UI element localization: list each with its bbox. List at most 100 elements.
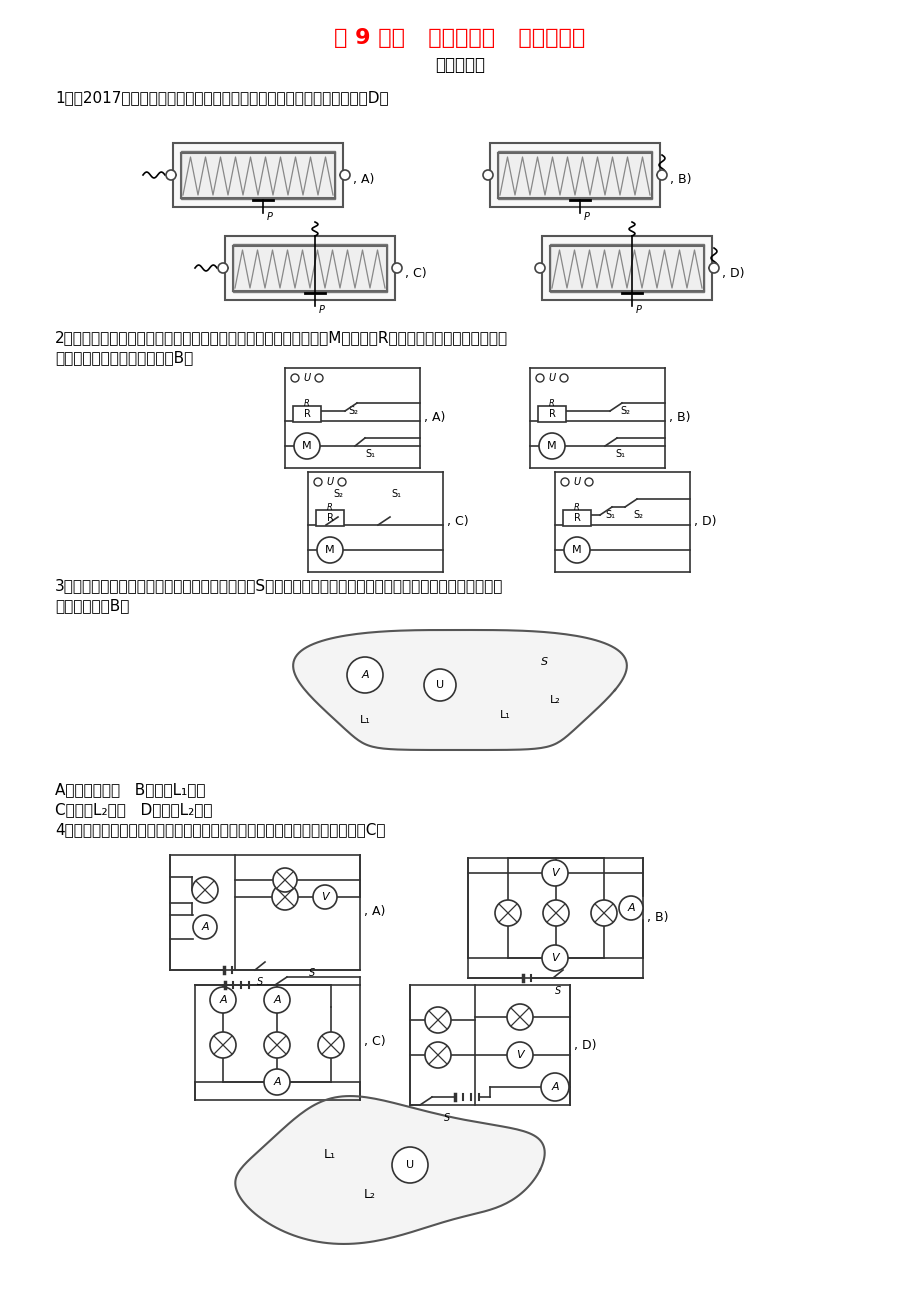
Circle shape: [539, 433, 564, 459]
Circle shape: [337, 478, 346, 486]
Circle shape: [391, 1147, 427, 1183]
Text: U: U: [548, 373, 555, 383]
Bar: [315, 509, 344, 526]
Circle shape: [536, 374, 543, 382]
Text: , D): , D): [573, 1038, 596, 1052]
Text: R: R: [549, 399, 554, 408]
Text: A: A: [273, 1078, 280, 1087]
Circle shape: [542, 900, 568, 926]
Text: , B): , B): [669, 173, 691, 186]
Text: 故障可能是（B）: 故障可能是（B）: [55, 598, 130, 612]
Text: A: A: [201, 923, 209, 932]
Circle shape: [340, 169, 349, 180]
Circle shape: [193, 915, 217, 939]
Text: S: S: [256, 977, 263, 986]
Text: S₁: S₁: [605, 509, 614, 520]
Text: , B): , B): [646, 912, 668, 925]
Text: L₂: L₂: [364, 1188, 376, 1201]
Circle shape: [391, 263, 402, 274]
Text: , A): , A): [364, 906, 385, 919]
Circle shape: [425, 1042, 450, 1068]
Text: U: U: [405, 1160, 414, 1170]
Circle shape: [563, 537, 589, 563]
Text: S₁: S₁: [614, 450, 624, 459]
Text: M: M: [547, 440, 556, 451]
Text: , C): , C): [364, 1036, 385, 1049]
Text: S₂: S₂: [347, 407, 357, 416]
Text: A: A: [361, 670, 369, 680]
Text: M: M: [324, 545, 335, 555]
Circle shape: [535, 263, 544, 274]
Text: R: R: [326, 513, 333, 523]
Text: U: U: [303, 373, 311, 383]
Text: A: A: [273, 995, 280, 1005]
Bar: [538, 407, 565, 422]
Circle shape: [709, 263, 719, 274]
Text: S: S: [554, 986, 561, 995]
Circle shape: [317, 537, 343, 563]
Text: P: P: [584, 212, 589, 222]
Circle shape: [590, 900, 617, 926]
Text: 1．（2017北京中考模拟）下列图中，滑动变阻器的接线方法正确的是（D）: 1．（2017北京中考模拟）下列图中，滑动变阻器的接线方法正确的是（D）: [55, 90, 388, 106]
Text: U: U: [436, 680, 444, 691]
Text: R: R: [573, 513, 580, 523]
Text: S: S: [541, 657, 548, 667]
Text: V: V: [321, 893, 328, 902]
Text: R: R: [327, 503, 333, 512]
Bar: [233, 244, 387, 292]
Text: R: R: [573, 503, 579, 512]
Circle shape: [264, 1068, 289, 1095]
Text: A: A: [219, 995, 227, 1005]
Text: V: V: [516, 1050, 523, 1061]
Circle shape: [192, 877, 218, 903]
Text: , A): , A): [353, 173, 374, 186]
Circle shape: [560, 374, 567, 382]
Circle shape: [561, 478, 568, 486]
Circle shape: [541, 860, 567, 886]
Text: 分各自独立工作的电路图是（B）: 分各自独立工作的电路图是（B）: [55, 351, 193, 365]
Bar: [292, 407, 321, 422]
Text: 3．（临沂中考）在如图所示的电路中，闭合开关S后，两灯都不亮，电压表有示数，电流表无示数，则该电路: 3．（临沂中考）在如图所示的电路中，闭合开关S后，两灯都不亮，电压表有示数，电流…: [55, 579, 503, 593]
Circle shape: [541, 945, 567, 971]
Circle shape: [294, 433, 320, 459]
Text: M: M: [301, 440, 312, 451]
Text: L₁: L₁: [323, 1148, 335, 1161]
Circle shape: [346, 657, 382, 693]
Text: 2．（重庆中考）某型号家用全自动豆浆机，可以把它简化为电动机M和加热管R两部分，在图中能实现这两部: 2．（重庆中考）某型号家用全自动豆浆机，可以把它简化为电动机M和加热管R两部分，…: [55, 330, 507, 345]
Circle shape: [264, 986, 289, 1012]
Text: 一、选择题: 一、选择题: [435, 56, 484, 74]
Text: S₂: S₂: [619, 407, 630, 416]
Text: S₂: S₂: [333, 489, 343, 499]
Text: S: S: [309, 968, 315, 979]
Circle shape: [424, 668, 456, 701]
Circle shape: [210, 986, 236, 1012]
Text: P: P: [635, 305, 641, 315]
Polygon shape: [293, 629, 626, 751]
Bar: [490, 143, 659, 207]
Circle shape: [312, 885, 336, 909]
Circle shape: [218, 263, 228, 274]
Bar: [173, 143, 343, 207]
Circle shape: [482, 169, 493, 180]
Text: S₂: S₂: [632, 509, 642, 520]
Circle shape: [318, 1032, 344, 1058]
Text: A: A: [627, 903, 634, 913]
Circle shape: [314, 374, 323, 382]
Text: , C): , C): [404, 267, 426, 280]
Text: C．灯泡L₂短路   D．灯泡L₂开路: C．灯泡L₂短路 D．灯泡L₂开路: [55, 803, 212, 817]
Text: S₁: S₁: [365, 450, 375, 459]
Text: , C): , C): [447, 516, 468, 529]
Circle shape: [656, 169, 666, 180]
Circle shape: [584, 478, 593, 486]
Text: 第 9 课时   电路和电流   电压和电阻: 第 9 课时 电路和电流 电压和电阻: [334, 27, 585, 48]
Text: R: R: [304, 399, 310, 408]
Circle shape: [313, 478, 322, 486]
Circle shape: [210, 1032, 236, 1058]
Text: S: S: [443, 1113, 449, 1123]
Text: P: P: [319, 305, 324, 315]
Bar: [225, 236, 394, 300]
Text: R: R: [548, 409, 555, 420]
Text: , A): , A): [424, 412, 445, 425]
Text: L₁: L₁: [499, 710, 510, 721]
Text: P: P: [267, 212, 273, 222]
